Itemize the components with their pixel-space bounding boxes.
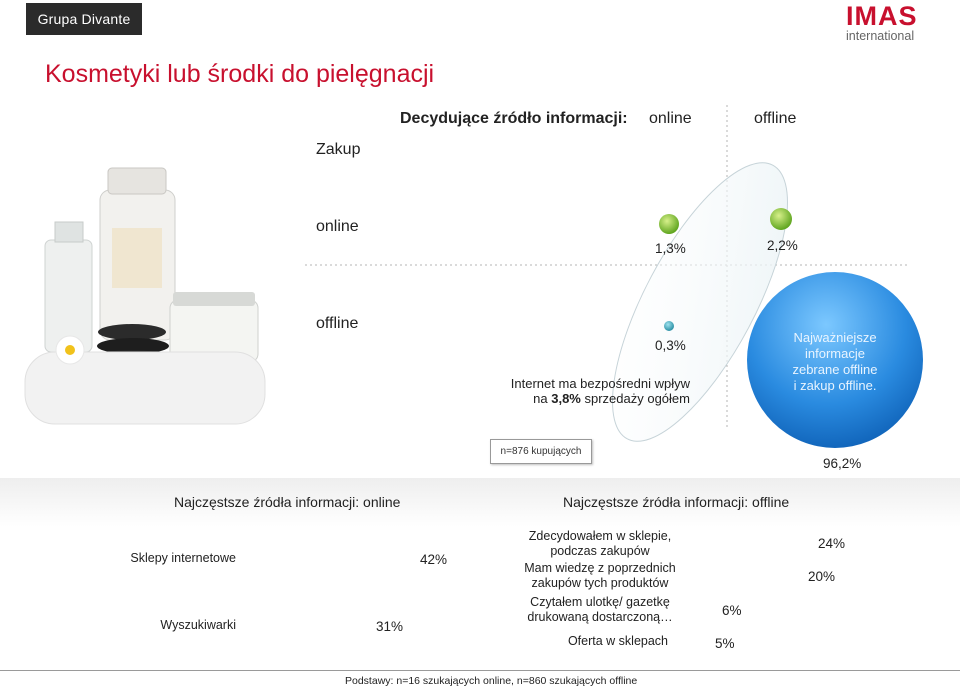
cell-online-online-value: 1,3% <box>655 241 686 256</box>
page-title: Kosmetyki lub środki do pielęgnacji <box>45 60 435 88</box>
online-category-label: Sklepy internetowe <box>130 551 236 565</box>
bubble-caption-line: informacje <box>805 346 865 361</box>
online-influence-oval <box>612 162 788 442</box>
bubble-caption: Najważniejsze informacje zebrane offline… <box>776 330 894 394</box>
bubble-online-online <box>659 214 679 234</box>
cell-offline-online-value: 0,3% <box>655 338 686 353</box>
bubble-caption-line: Najważniejsze <box>793 330 877 345</box>
brand-badge: Grupa Divante <box>26 3 142 35</box>
offline-value-label: 5% <box>715 636 735 651</box>
offline-category-label: Oferta w sklepach <box>567 634 668 648</box>
note-highlight: 3,8% <box>551 391 581 406</box>
matrix-heading-text: Decydujące źródło informacji: <box>400 110 628 127</box>
note-line-1: Internet ma bezpośredni wpływ <box>510 376 690 391</box>
bubble-caption-line: i zakup offline. <box>793 378 877 393</box>
cell-online-offline-value: 2,2% <box>767 238 798 253</box>
bar-charts-band <box>0 478 960 700</box>
cell-offline-offline-value: 96,2% <box>823 456 862 471</box>
chart-offline-title: Najczęstsze źródła informacji: offline <box>563 494 790 510</box>
column-online: online <box>649 110 692 127</box>
note-line-2: na 3,8% sprzedaży ogółem <box>533 391 690 406</box>
imas-logo-sub: international <box>846 29 915 43</box>
matrix-heading: Decydujące źródło informacji: <box>400 110 628 128</box>
footer-rule <box>0 670 960 671</box>
row-header: Zakup <box>316 141 361 158</box>
row-offline: offline <box>316 315 359 332</box>
footer-note: Podstawy: n=16 szukających online, n=860… <box>345 675 638 687</box>
bubble-offline-offline <box>747 272 923 448</box>
offline-category-label: Mam wiedzę z poprzednich zakupów tych pro… <box>524 561 676 590</box>
bubble-online-offline <box>770 208 792 230</box>
offline-value-label: 20% <box>808 569 836 584</box>
imas-logo-main: IMAS <box>846 1 918 31</box>
sample-size-box: n=876 kupujących <box>490 439 592 464</box>
row-online: online <box>316 218 359 235</box>
offline-value-label: 24% <box>818 536 846 551</box>
column-offline: offline <box>754 110 797 127</box>
online-category-label: Wyszukiwarki <box>160 618 236 632</box>
offline-category-label: Zdecydowałem w sklepie, podczas zakupów <box>528 529 672 558</box>
offline-category-label: Czytałem ulotkę/ gazetkę drukowaną dostar… <box>527 595 673 624</box>
brand-name: Grupa Divante <box>37 11 131 27</box>
bubble-caption-line: zebrane offline <box>792 362 878 377</box>
online-value-label: 42% <box>420 552 448 567</box>
offline-value-label: 6% <box>722 603 742 618</box>
bubble-offline-online <box>664 321 674 331</box>
imas-logo: IMAS international <box>846 2 936 42</box>
spa-products-photo <box>24 167 266 425</box>
chart-online-title: Najczęstsze źródła informacji: online <box>174 494 401 510</box>
online-value-label: 31% <box>376 619 404 634</box>
internet-impact-note: Internet ma bezpośredni wpływ na 3,8% sp… <box>470 376 690 406</box>
